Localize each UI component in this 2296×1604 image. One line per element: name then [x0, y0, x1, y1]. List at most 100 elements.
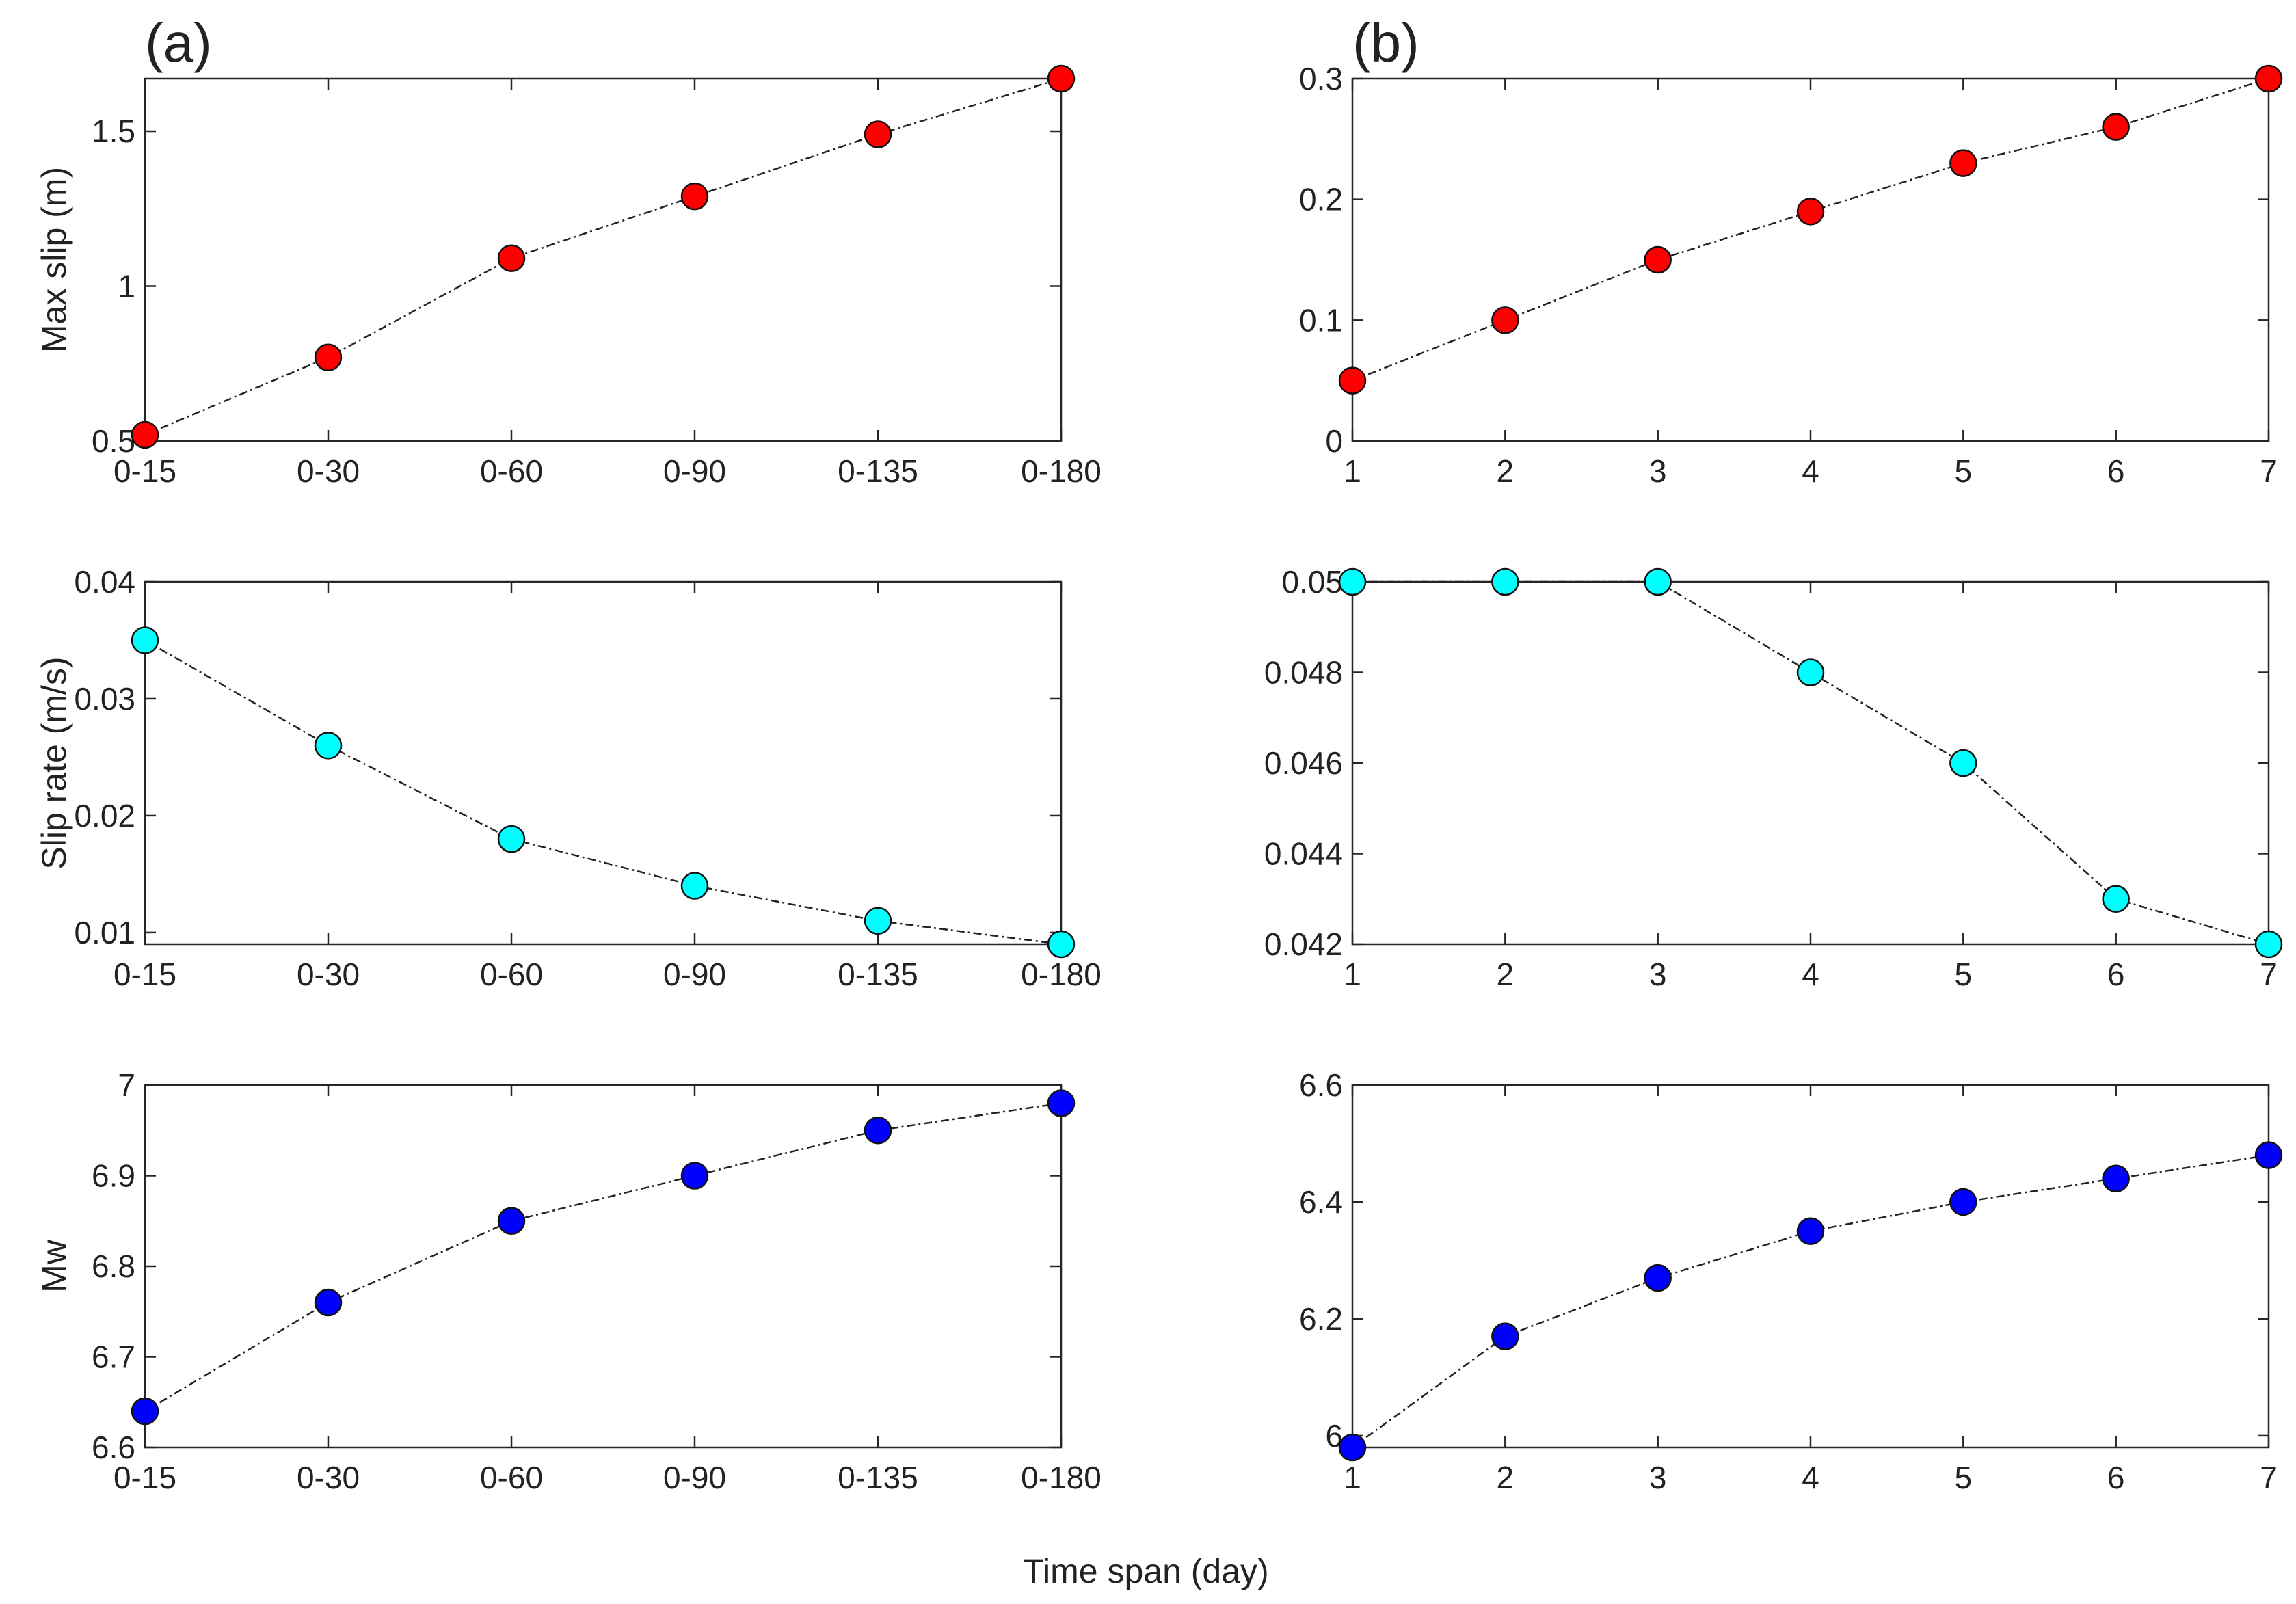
data-point — [1491, 306, 1519, 334]
x-tick-label: 0-135 — [838, 957, 918, 992]
y-tick-label: 0.048 — [1264, 655, 1343, 691]
x-tick-label: 0-180 — [1021, 453, 1102, 489]
y-tick-label: 6.2 — [1299, 1301, 1343, 1337]
y-tick-label: 1.5 — [92, 113, 135, 149]
x-tick-label: 1 — [1344, 453, 1361, 489]
data-point — [497, 825, 526, 853]
x-tick-label: 7 — [2260, 453, 2278, 489]
x-tick-label: 1 — [1344, 1460, 1361, 1495]
x-tick-label: 6 — [2107, 957, 2125, 992]
chart-6: 1 2 3 4 5 6 766.26.46.6 — [1299, 1067, 2283, 1495]
y-tick-label: 0.05 — [1281, 564, 1343, 600]
data-point — [864, 907, 892, 935]
chart-5: 0-15 0-30 0-60 0-90 0-135 0-180 6.6 6.7 6.8 6.9 7 M… — [35, 1067, 1102, 1495]
data-point — [1047, 64, 1076, 93]
y-tick-label: 0.04 — [74, 564, 135, 600]
y-tick-label: 0.5 — [92, 423, 135, 459]
x-tick-label: 0-15 — [114, 453, 176, 489]
data-point — [1491, 1322, 1519, 1350]
data-point — [314, 343, 343, 371]
x-tick-label: 0-90 — [663, 453, 726, 489]
y-tick-label: 0.044 — [1264, 836, 1343, 872]
x-tick-label: 2 — [1497, 1460, 1514, 1495]
y-axis-title: Slip rate (m/s) — [35, 656, 73, 869]
data-point — [680, 872, 709, 900]
x-tick-label: 6 — [2107, 453, 2125, 489]
data-point — [2102, 885, 2130, 913]
data-point — [2102, 1164, 2130, 1193]
x-tick-label: 2 — [1497, 957, 1514, 992]
x-tick-label: 0-30 — [297, 957, 360, 992]
chart-4: 1 2 3 4 5 6 7 0.042 0.044 0.046 0.048 0.05 — [1264, 564, 2283, 992]
data-point — [1491, 567, 1519, 596]
data-point — [1644, 245, 1672, 274]
plot-frame — [144, 1084, 1063, 1449]
x-tick-label: 0-135 — [838, 1460, 918, 1495]
plot-frame — [144, 77, 1063, 442]
data-point — [1338, 567, 1367, 596]
series-line — [1352, 1154, 2269, 1449]
plot-frame — [1351, 580, 2270, 946]
x-tick-label: 0-30 — [297, 453, 360, 489]
data-point — [1949, 749, 1977, 777]
panel-label-a: (a) — [145, 12, 212, 73]
x-tick-label: 0-15 — [114, 957, 176, 992]
x-tick-label: 4 — [1802, 1460, 1819, 1495]
data-point — [680, 1162, 709, 1190]
y-tick-label: 0.042 — [1264, 926, 1343, 962]
charts-layer: 0-15 0-30 0-60 0-90 0-135 0-180 0.5 1 1.5 Max sli… — [35, 61, 2283, 1495]
x-tick-label: 1 — [1344, 957, 1361, 992]
x-tick-label: 7 — [2260, 957, 2278, 992]
x-tick-label: 3 — [1649, 453, 1667, 489]
x-tick-label: 5 — [1955, 957, 1973, 992]
y-tick-label: 0 — [1325, 423, 1343, 459]
x-tick-label: 0-60 — [480, 957, 543, 992]
data-point — [2254, 1141, 2283, 1169]
y-tick-label: 0.03 — [74, 681, 135, 717]
x-tick-label: 3 — [1649, 957, 1667, 992]
data-point — [1644, 567, 1672, 596]
data-point — [131, 626, 159, 654]
x-tick-label: 4 — [1802, 957, 1819, 992]
data-point — [1949, 149, 1977, 177]
series-line — [144, 639, 1062, 946]
y-tick-label: 6.9 — [92, 1158, 135, 1194]
y-tick-label: 0.046 — [1264, 745, 1343, 781]
data-point — [314, 1288, 343, 1317]
x-tick-label: 3 — [1649, 1460, 1667, 1495]
data-point — [2102, 113, 2130, 141]
y-tick-label: 6.6 — [92, 1430, 135, 1465]
x-tick-label: 4 — [1802, 453, 1819, 489]
data-point — [1047, 930, 1076, 959]
x-tick-label: 0-135 — [838, 453, 918, 489]
data-point — [1796, 198, 1825, 226]
y-tick-label: 6.4 — [1299, 1184, 1343, 1220]
x-tick-label: 5 — [1955, 1460, 1973, 1495]
data-point — [314, 732, 343, 760]
x-tick-label: 0-60 — [480, 1460, 543, 1495]
y-tick-label: 0.2 — [1299, 182, 1343, 217]
y-axis-title: Mw — [35, 1239, 73, 1293]
x-tick-label: 6 — [2107, 1460, 2125, 1495]
chart-1: 0-15 0-30 0-60 0-90 0-135 0-180 0.5 1 1.5 Max sli… — [35, 64, 1102, 489]
data-point — [2254, 64, 2283, 93]
chart-3: 0-15 0-30 0-60 0-90 0-135 0-180 0.01 0.02 0.03 0.… — [35, 564, 1102, 992]
y-tick-label: 6.6 — [1299, 1067, 1343, 1103]
y-tick-label: 0.1 — [1299, 302, 1343, 338]
panel-label-b: (b) — [1352, 12, 1419, 73]
x-tick-label: 0-90 — [663, 1460, 726, 1495]
x-tick-label: 0-60 — [480, 453, 543, 489]
data-point — [131, 420, 159, 449]
series-line — [1352, 580, 2269, 946]
y-axis-title: Max slip (m) — [35, 167, 73, 353]
data-point — [864, 1117, 892, 1145]
x-tick-label: 2 — [1497, 453, 1514, 489]
shared-x-axis-title: Time span (day) — [1023, 1552, 1268, 1590]
chart-2: 1 2 3 4 5 6 7 0 0.1 0.2 0.3 — [1299, 61, 2283, 489]
y-tick-label: 7 — [118, 1067, 135, 1103]
y-tick-label: 0.3 — [1299, 61, 1343, 96]
data-point — [1338, 1433, 1367, 1462]
data-point — [1644, 1264, 1672, 1292]
series-line — [144, 1102, 1062, 1413]
